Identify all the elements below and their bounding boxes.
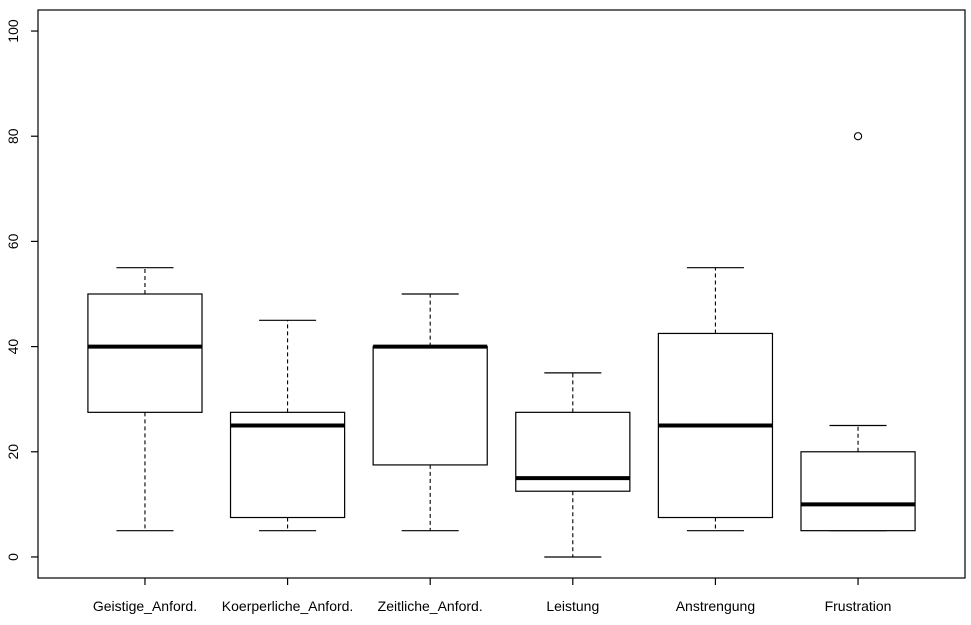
boxes-layer xyxy=(87,132,916,558)
plot-frame xyxy=(37,9,966,579)
y-tick-label: 80 xyxy=(5,128,21,144)
box-group xyxy=(372,293,488,532)
iqr-box xyxy=(229,411,346,519)
x-tick-label: Frustration xyxy=(825,598,892,614)
y-tick-label: 100 xyxy=(5,19,21,43)
x-tick-label: Leistung xyxy=(546,598,599,614)
y-axis: 0 20 40 60 80 100 xyxy=(5,19,38,561)
box-group xyxy=(657,267,774,532)
box-group xyxy=(800,132,916,532)
iqr-box xyxy=(87,293,203,413)
y-tick-label: 60 xyxy=(5,233,21,249)
x-tick-label: Koerperliche_Anford. xyxy=(222,598,354,614)
box-group xyxy=(515,372,631,558)
y-tick-label: 40 xyxy=(5,339,21,355)
box-group xyxy=(229,319,346,532)
x-tick-label: Zeitliche_Anford. xyxy=(378,598,483,614)
box-group xyxy=(87,267,203,532)
iqr-box xyxy=(800,451,916,532)
iqr-box xyxy=(372,345,488,466)
x-tick-label: Geistige_Anford. xyxy=(93,598,197,614)
outlier-point xyxy=(853,132,863,141)
x-axis: Geistige_Anford. Koerperliche_Anford. Zeit… xyxy=(93,578,892,614)
y-tick-label: 0 xyxy=(5,553,21,561)
x-tick-label: Anstrengung xyxy=(676,598,755,614)
y-tick-label: 20 xyxy=(5,444,21,460)
